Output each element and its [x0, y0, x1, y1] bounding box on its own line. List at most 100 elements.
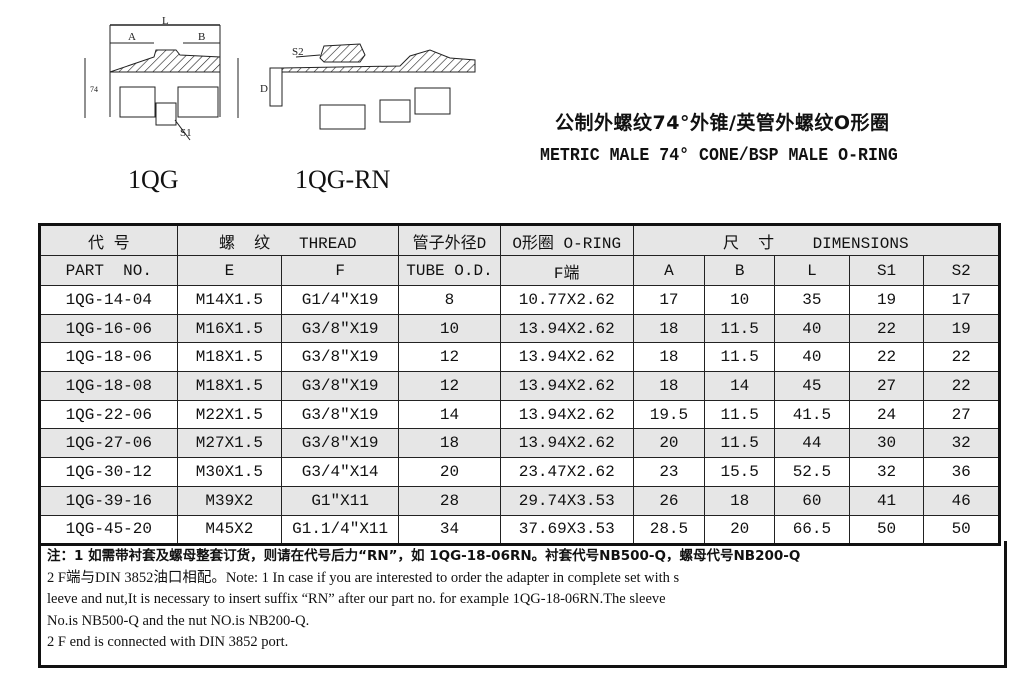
- header-cell: PART NO.: [39, 255, 178, 286]
- note-line: No.is NB500-Q and the nut NO.is NB200-Q.: [47, 612, 310, 629]
- table-cell: 12: [398, 371, 501, 401]
- label-b: B: [198, 31, 205, 43]
- table-cell: 18: [632, 371, 706, 401]
- table-cell: 1QG-30-12: [39, 457, 178, 487]
- spec-table: 代 号 螺 纹 THREAD 管子外径D O形圈 O-RING 尺 寸 DIME…: [38, 223, 1001, 547]
- table-cell: 1QG-39-16: [39, 485, 178, 516]
- table-cell: 30: [848, 428, 925, 459]
- table-cell: 11.5: [704, 399, 776, 430]
- table-cell: M18X1.5: [176, 371, 283, 401]
- title-chinese: 公制外螺纹74°外锥/英管外螺纹O形圈: [555, 112, 890, 134]
- header-cell: S2: [923, 255, 1000, 286]
- header-cell: B: [704, 255, 776, 286]
- table-cell: 44: [774, 428, 850, 459]
- table-cell: 14: [398, 399, 501, 430]
- table-cell: 10: [398, 313, 501, 344]
- notes-box: 注：1 如需带衬套及螺母整套订货，则请在代号后力“RN”，如 1QG-18-06…: [38, 541, 1007, 668]
- table-cell: 28.5: [632, 514, 706, 546]
- table-cell: 27: [848, 371, 925, 401]
- table-cell: 20: [398, 457, 501, 487]
- table-cell: 41: [848, 485, 925, 516]
- table-cell: G3/8"X19: [281, 342, 400, 373]
- table-cell: 28: [398, 485, 501, 516]
- table-cell: G1"X11: [281, 485, 400, 516]
- table-cell: 13.94X2.62: [499, 428, 634, 459]
- table-cell: 1QG-18-08: [39, 371, 178, 401]
- table-cell: M30X1.5: [176, 457, 283, 487]
- note-line: 2 F端与DIN 3852油口相配。Note: 1 In case if you…: [47, 569, 680, 586]
- table-cell: 13.94X2.62: [499, 313, 634, 344]
- table-cell: 20: [632, 428, 706, 459]
- note-line: 2 F end is connected with DIN 3852 port.: [47, 634, 289, 650]
- table-cell: 34: [398, 514, 501, 546]
- table-cell: 50: [923, 514, 1000, 546]
- table-cell: 32: [923, 428, 1000, 459]
- table-cell: 10: [704, 285, 776, 315]
- fitting-drawing: L A B 74 S1 S2 D: [84, 15, 476, 141]
- table-cell: 1QG-14-04: [39, 285, 178, 315]
- table-cell: 8: [398, 285, 501, 315]
- header-cell: A: [632, 255, 706, 286]
- table-cell: 32: [848, 457, 925, 487]
- table-cell: G1.1/4"X11: [281, 514, 400, 546]
- table-row: 1QG-16-06 M16X1.5 G3/8"X19 10 13.94X2.62 18 11…: [39, 313, 1000, 344]
- label-s1: S1: [180, 127, 192, 139]
- table-cell: 13.94X2.62: [499, 399, 634, 430]
- note-line: leeve and nut,It is necessary to insert …: [47, 591, 666, 607]
- header-part: 代 号: [39, 224, 178, 256]
- table-cell: 18: [632, 313, 706, 344]
- table-cell: 14: [704, 371, 776, 401]
- table-cell: 36: [923, 457, 1000, 487]
- table-row: 1QG-27-06 M27X1.5 G3/8"X19 18 13.94X2.62 20 11…: [39, 428, 1000, 459]
- table-cell: G3/8"X19: [281, 428, 400, 459]
- table-cell: G3/4"X14: [281, 457, 400, 487]
- table-cell: 17: [923, 285, 1000, 315]
- table-cell: 1QG-22-06: [39, 399, 178, 430]
- label-angle: 74: [90, 85, 98, 94]
- table-cell: M22X1.5: [176, 399, 283, 430]
- table-cell: M39X2: [176, 485, 283, 516]
- table-cell: 29.74X3.53: [499, 485, 634, 516]
- table-cell: 18: [632, 342, 706, 373]
- header-cell: E: [176, 255, 283, 286]
- table-cell: M14X1.5: [176, 285, 283, 315]
- drawing-1qgrn: [269, 43, 476, 130]
- table-row: 1QG-18-08 M18X1.5 G3/8"X19 12 13.94X2.62 18 14…: [39, 371, 1000, 401]
- table-cell: 10.77X2.62: [499, 285, 634, 315]
- table-cell: 45: [774, 371, 850, 401]
- title-english: METRIC MALE 74° CONE/BSP MALE O-RING: [540, 146, 898, 166]
- header-cell: F端: [499, 255, 634, 286]
- header-row-2: PART NO. E F TUBE O.D. F端 A B L S1 S2: [39, 255, 1000, 286]
- note-line: 注：1 如需带衬套及螺母整套订货，则请在代号后力“RN”，如 1QG-18-06…: [47, 548, 801, 564]
- table-cell: 15.5: [704, 457, 776, 487]
- table-row: 1QG-39-16 M39X2 G1"X11 28 29.74X3.53 26 18 60 41…: [39, 485, 1000, 516]
- table-row: 1QG-18-06 M18X1.5 G3/8"X19 12 13.94X2.62 18 11…: [39, 342, 1000, 373]
- table-cell: 22: [848, 313, 925, 344]
- table-cell: 22: [848, 342, 925, 373]
- model-label-1qg: 1QG: [128, 165, 179, 194]
- table-cell: 1QG-16-06: [39, 313, 178, 344]
- table-cell: 20: [704, 514, 776, 546]
- table-cell: 1QG-18-06: [39, 342, 178, 373]
- header-thread: 螺 纹 THREAD: [176, 224, 400, 256]
- table-cell: 46: [923, 485, 1000, 516]
- table-cell: 11.5: [704, 342, 776, 373]
- model-label-1qg-rn: 1QG-RN: [295, 165, 391, 194]
- table-cell: 41.5: [774, 399, 850, 430]
- label-s2: S2: [292, 46, 304, 58]
- header-cell: L: [774, 255, 850, 286]
- table-cell: 12: [398, 342, 501, 373]
- table-cell: 27: [923, 399, 1000, 430]
- table-row: 1QG-22-06 M22X1.5 G3/8"X19 14 13.94X2.62 19.5…: [39, 399, 1000, 430]
- table-cell: 19: [848, 285, 925, 315]
- header-oring: O形圈 O-RING: [499, 224, 634, 256]
- table-cell: 18: [704, 485, 776, 516]
- table-cell: 60: [774, 485, 850, 516]
- table-cell: 23: [632, 457, 706, 487]
- table-cell: 13.94X2.62: [499, 371, 634, 401]
- table-cell: G3/8"X19: [281, 371, 400, 401]
- header-cell: S1: [848, 255, 925, 286]
- table-cell: 66.5: [774, 514, 850, 546]
- table-cell: 37.69X3.53: [499, 514, 634, 546]
- table-row: 1QG-30-12 M30X1.5 G3/4"X14 20 23.47X2.62 23 15…: [39, 457, 1000, 487]
